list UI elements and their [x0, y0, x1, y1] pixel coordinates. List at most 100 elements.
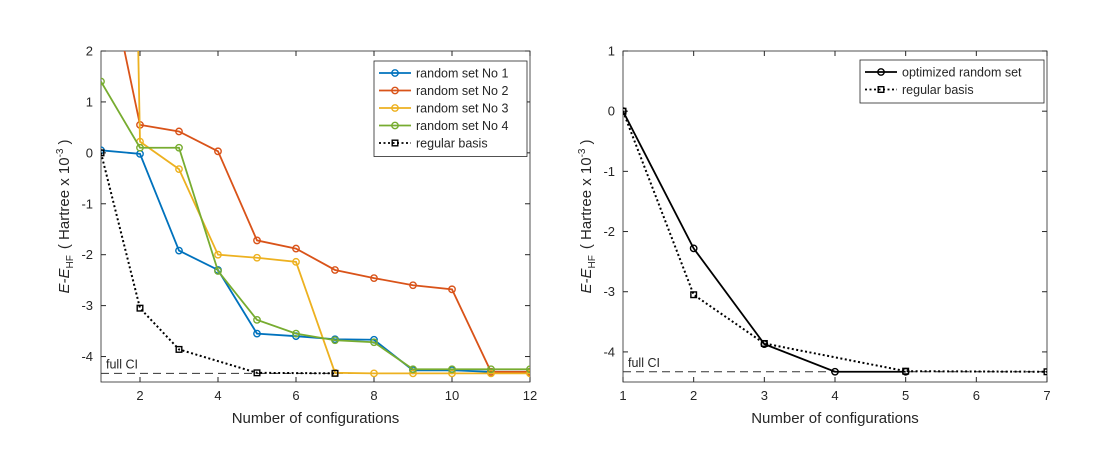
marker	[292, 329, 300, 338]
y-label-part: HF	[65, 255, 76, 268]
y-label-part: ( Hartree x 10	[56, 157, 73, 249]
y-tick-label: 0	[608, 104, 615, 119]
marker	[214, 267, 222, 275]
legend-marker	[877, 85, 885, 93]
marker	[253, 236, 261, 245]
x-tick-label: 12	[523, 388, 537, 403]
x-tick-label: 8	[370, 388, 377, 403]
y-tick-label: -1	[603, 164, 615, 179]
marker	[690, 291, 698, 299]
y-tick-label: -3	[603, 284, 615, 299]
reference-label: full CI	[106, 357, 138, 371]
y-label-part: -3	[577, 148, 588, 157]
legend-label: regular basis	[416, 137, 488, 151]
y-tick-label: -4	[603, 344, 615, 359]
legend-label: random set No 3	[416, 102, 508, 116]
y-axis-label: E-EHF ( Hartree x 10-3)	[577, 140, 598, 294]
marker	[623, 107, 627, 115]
marker	[526, 365, 530, 374]
x-tick-label: 6	[292, 388, 299, 403]
x-tick-label: 10	[445, 388, 459, 403]
y-tick-label: 1	[86, 94, 93, 109]
x-axis-label: Number of configurations	[232, 410, 400, 427]
y-label-part: E-E	[578, 267, 595, 293]
marker	[1043, 368, 1047, 376]
legend-marker	[391, 69, 399, 77]
legend-label: random set No 4	[416, 119, 508, 133]
x-tick-label: 2	[136, 388, 143, 403]
x-tick-label: 1	[619, 388, 626, 403]
x-tick-label: 2	[690, 388, 697, 403]
y-tick-label: 0	[86, 145, 93, 160]
y-tick-label: -2	[603, 224, 615, 239]
marker	[253, 315, 261, 324]
marker	[331, 336, 339, 345]
series-line	[101, 152, 336, 375]
marker	[253, 369, 261, 377]
legend-marker	[391, 139, 399, 147]
marker	[370, 369, 378, 378]
legend-marker	[391, 86, 399, 95]
x-tick-label: 3	[761, 388, 768, 403]
x-tick-label: 6	[973, 388, 980, 403]
legend-box	[859, 59, 1045, 104]
series-line	[623, 110, 906, 373]
marker	[760, 339, 768, 347]
y-tick-label: -2	[81, 247, 93, 262]
plot-area	[622, 50, 1048, 383]
y-label-part: )	[578, 140, 595, 145]
marker	[331, 369, 339, 377]
y-label-part: )	[56, 140, 73, 145]
y-axis-label: E-EHF ( Hartree x 10-3)	[55, 140, 76, 294]
y-label-part: ( Hartree x 10	[578, 157, 595, 249]
marker	[175, 143, 183, 152]
marker	[448, 285, 456, 294]
marker	[292, 244, 300, 253]
marker	[409, 365, 417, 374]
x-axis-label: Number of configurations	[751, 410, 919, 427]
y-tick-label: -1	[81, 196, 93, 211]
series-group	[101, 51, 530, 378]
marker	[331, 266, 339, 274]
x-tick-label: 5	[902, 388, 909, 403]
y-label-part: -3	[55, 148, 66, 157]
series-line	[101, 81, 530, 371]
x-tick-label: 4	[214, 388, 221, 403]
y-label-part: E-E	[56, 267, 73, 293]
y-tick-label: 2	[86, 44, 93, 59]
reference-label: full CI	[628, 356, 660, 370]
marker	[214, 147, 222, 156]
series-line	[123, 51, 530, 373]
plot: -4 -3 -2 -1 0 1 1 2 3 4 5 6 7 Number of configuration…	[577, 44, 1051, 428]
marker	[831, 367, 839, 376]
marker	[101, 149, 105, 157]
marker	[902, 367, 910, 375]
marker	[175, 345, 183, 353]
marker	[175, 165, 183, 174]
legend-marker	[391, 121, 399, 130]
marker	[101, 77, 105, 86]
marker	[409, 281, 417, 290]
x-tick-label: 4	[831, 388, 838, 403]
y-label-part: HF	[587, 255, 598, 268]
marker	[175, 127, 183, 136]
marker	[689, 244, 698, 253]
legend-marker	[391, 104, 399, 112]
y-tick-label: -3	[81, 298, 93, 313]
y-tick-label: 1	[608, 44, 615, 59]
legend-label: regular basis	[902, 83, 974, 97]
legend-label: random set No 1	[416, 67, 508, 81]
legend-label: random set No 2	[416, 84, 508, 98]
marker	[136, 304, 144, 312]
series-line	[623, 110, 1047, 373]
legend-marker	[877, 68, 885, 76]
x-tick-label: 7	[1043, 388, 1050, 403]
marker	[214, 250, 222, 259]
y-tick-label: -4	[81, 349, 93, 364]
marker	[253, 253, 261, 262]
legend-label: optimized random set	[902, 66, 1022, 80]
marker	[487, 365, 495, 374]
marker	[448, 365, 456, 374]
marker	[370, 274, 378, 283]
